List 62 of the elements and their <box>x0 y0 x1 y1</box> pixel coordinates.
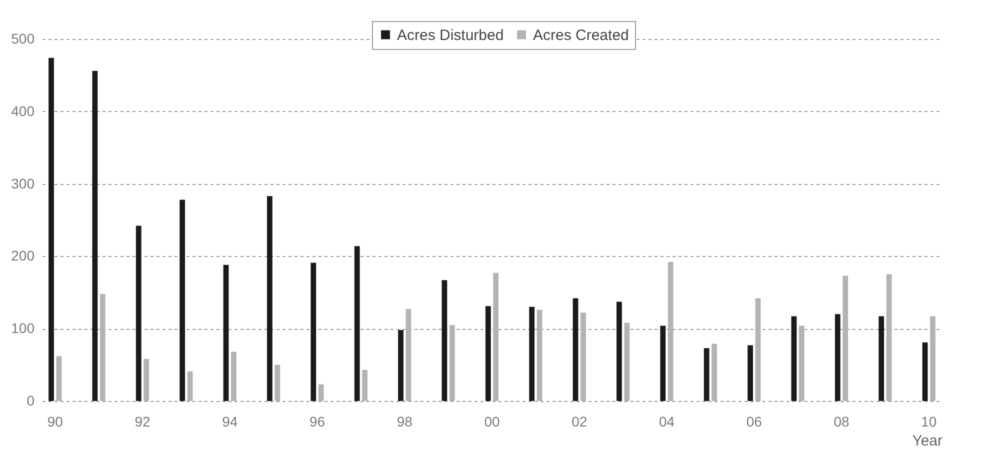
bar <box>223 264 229 401</box>
x-tick-label: 94 <box>222 414 238 430</box>
bar <box>922 342 928 401</box>
bar <box>267 196 272 401</box>
x-tick-label: 90 <box>47 414 64 430</box>
legend-label: Acres Created <box>533 26 629 44</box>
bar <box>834 314 840 401</box>
bar <box>712 344 717 401</box>
bar <box>842 276 848 401</box>
y-tick-label: 500 <box>11 30 35 46</box>
bar <box>748 345 753 401</box>
y-tick-label: 200 <box>11 248 35 264</box>
bar <box>798 326 804 401</box>
bar <box>56 356 62 401</box>
bar <box>442 280 448 401</box>
y-tick-label: 400 <box>11 102 35 119</box>
x-tick-label: 00 <box>484 414 500 430</box>
bar <box>362 370 368 401</box>
y-tick-label: 0 <box>26 392 35 408</box>
bar <box>529 306 535 401</box>
bar <box>354 246 360 401</box>
bar <box>48 58 54 401</box>
bar <box>449 324 455 401</box>
bar <box>187 371 193 401</box>
bar <box>668 262 674 401</box>
y-tick-label: 100 <box>11 320 35 336</box>
bar <box>660 326 666 401</box>
bar <box>406 309 412 401</box>
bar <box>144 359 150 401</box>
bar <box>616 302 622 401</box>
bar <box>398 330 404 401</box>
bar <box>704 348 710 401</box>
bar <box>572 298 578 401</box>
bar <box>536 310 542 401</box>
bar <box>231 352 236 401</box>
legend-label: Acres Disturbed <box>397 26 504 44</box>
x-tick-label: 92 <box>134 414 150 430</box>
x-tick-label: 06 <box>746 414 762 430</box>
x-tick-label: 02 <box>572 414 588 430</box>
bar <box>878 316 884 401</box>
bar <box>310 262 316 401</box>
bar <box>493 272 499 401</box>
x-tick-label: 10 <box>921 414 937 430</box>
bar <box>624 322 630 401</box>
bar <box>136 226 142 401</box>
bar <box>791 316 797 401</box>
bar <box>318 384 324 401</box>
bar <box>100 294 106 401</box>
bar <box>274 364 280 401</box>
bar <box>180 200 186 401</box>
bar <box>485 306 491 401</box>
bar <box>580 312 586 401</box>
bar <box>755 298 761 401</box>
x-tick-label: 04 <box>658 414 675 430</box>
x-tick-label: 08 <box>834 414 850 430</box>
bar <box>930 316 936 401</box>
x-tick-label: 96 <box>309 414 326 430</box>
x-axis-title: Year <box>912 432 942 450</box>
y-tick-label: 300 <box>11 175 35 192</box>
x-tick-label: 98 <box>396 414 413 430</box>
bar <box>886 274 892 401</box>
bar <box>92 70 98 401</box>
